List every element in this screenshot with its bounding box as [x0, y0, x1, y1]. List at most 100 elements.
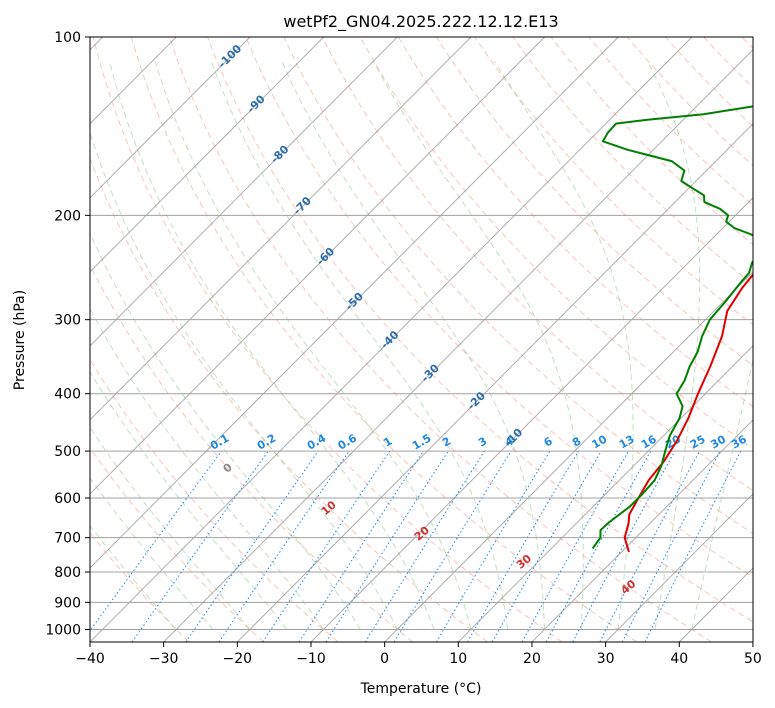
- isotherm: [384, 271, 753, 642]
- dewpoint-line: [591, 105, 753, 550]
- mixing-ratio-label: 10: [590, 432, 610, 451]
- x-tick-label: −40: [75, 651, 105, 667]
- moist-adiabat: [90, 426, 251, 630]
- x-tick-label: −10: [296, 651, 326, 667]
- isotherm: [90, 37, 472, 421]
- dry-adiabat: [283, 37, 753, 535]
- dry-adiabat: [90, 156, 488, 642]
- isotherm: [90, 37, 619, 569]
- background-lines: [90, 37, 753, 642]
- moist-adiabat: [691, 357, 753, 630]
- mixing-ratio-line: [185, 450, 319, 642]
- x-axis-label: Temperature (°C): [360, 681, 482, 697]
- mixing-ratio-line: [644, 450, 742, 642]
- mixing-ratio-line: [218, 450, 350, 642]
- isotherm: [457, 345, 753, 642]
- y-tick-label: 200: [54, 208, 81, 224]
- mixing-ratio-line: [572, 450, 676, 642]
- profile-lines: [591, 105, 753, 553]
- mixing-ratio-line: [90, 450, 222, 632]
- mixing-ratio-line: [545, 450, 652, 642]
- dry-adiabat: [90, 263, 414, 642]
- isotherm: [163, 48, 753, 642]
- y-tick-label: 1000: [45, 622, 81, 638]
- mixing-ratio-label: 0.1: [208, 432, 231, 453]
- x-tick-label: −30: [149, 651, 179, 667]
- mixing-ratio-line: [393, 450, 512, 642]
- x-tick-label: 40: [670, 651, 688, 667]
- x-tick-label: 10: [449, 651, 467, 667]
- dry-adiabat: [512, 37, 753, 286]
- dry-adiabat: [245, 37, 753, 578]
- isotherm: [678, 567, 753, 642]
- x-tick-label: 0: [380, 651, 389, 667]
- y-tick-label: 700: [54, 531, 81, 547]
- moist-adiabat: [494, 61, 634, 630]
- mixing-ratio-label: 0.2: [255, 432, 278, 453]
- dry-adiabat: [588, 37, 753, 206]
- moist-adiabat: [154, 61, 472, 630]
- isotherm: [310, 197, 753, 642]
- mixing-ratio-label: 1.5: [410, 432, 433, 453]
- moist-adiabat: [90, 524, 177, 630]
- x-tick-label: 20: [523, 651, 541, 667]
- isotherm: [90, 37, 693, 642]
- isotherm: [90, 37, 546, 495]
- dry-adiabat: [90, 358, 339, 642]
- x-tick-label: 30: [597, 651, 615, 667]
- moist-adiabat: [373, 61, 584, 630]
- dry-adiabat: [207, 37, 753, 623]
- mixing-ratio-line: [262, 450, 391, 642]
- y-tick-label: 900: [54, 595, 81, 611]
- dry-adiabat: [168, 37, 712, 642]
- dry-adiabat: [435, 37, 753, 367]
- dry-adiabat: [90, 531, 190, 642]
- dry-adiabat: [321, 37, 753, 492]
- chart-title: wetPf2_GN04.2025.222.12.12.E13: [283, 12, 558, 32]
- temperature-line: [623, 273, 753, 553]
- y-tick-label: 800: [54, 565, 81, 581]
- isotherm: [531, 419, 753, 642]
- dry-adiabat: [130, 37, 638, 642]
- moist-adiabat: [90, 131, 398, 630]
- dry-adiabat: [90, 447, 264, 642]
- x-tick-label: −20: [223, 651, 253, 667]
- mixing-ratio-line: [325, 450, 449, 642]
- moist-adiabat: [90, 477, 214, 630]
- isotherm: [605, 493, 753, 642]
- moist-adiabat: [109, 61, 435, 630]
- mixing-ratio-label: 3: [476, 435, 489, 450]
- y-tick-label: 500: [54, 444, 81, 460]
- dry-adiabat: [741, 37, 753, 50]
- dry-adiabat-label: 0: [221, 460, 235, 475]
- plot-frame: [89, 36, 754, 643]
- dry-adiabat: [474, 37, 753, 326]
- dry-adiabat: [550, 37, 753, 246]
- dry-adiabat: [703, 37, 753, 89]
- mixing-ratio-line: [364, 450, 485, 642]
- axes: −40 −30 −20 −10 0 10 20 30 40 5010020030040050060…: [45, 30, 761, 667]
- isotherm: [90, 37, 251, 199]
- y-tick-label: 100: [54, 30, 81, 46]
- isotherm: [752, 641, 753, 642]
- mixing-ratio-label: 30: [708, 432, 728, 451]
- mixing-ratio-label: 6: [542, 434, 555, 449]
- dry-adiabat-label: 10: [319, 498, 339, 518]
- mixing-ratio-label: 8: [570, 435, 583, 450]
- isotherm: [90, 37, 398, 347]
- dry-adiabat-label: 40: [618, 577, 638, 597]
- mixing-ratio-line: [521, 450, 629, 642]
- mixing-ratio-label: 36: [729, 432, 749, 451]
- isotherm: [236, 123, 753, 642]
- moist-adiabat: [210, 61, 509, 630]
- mixing-ratio-label: 16: [639, 432, 659, 451]
- moist-adiabat: [90, 370, 287, 630]
- mixing-ratio-label: 0.4: [305, 431, 329, 452]
- mixing-ratio-line: [298, 450, 424, 642]
- dry-adiabat: [92, 37, 563, 642]
- moist-adiabat: [647, 61, 701, 630]
- y-tick-label: 600: [54, 491, 81, 507]
- mixing-ratio-line: [435, 450, 551, 642]
